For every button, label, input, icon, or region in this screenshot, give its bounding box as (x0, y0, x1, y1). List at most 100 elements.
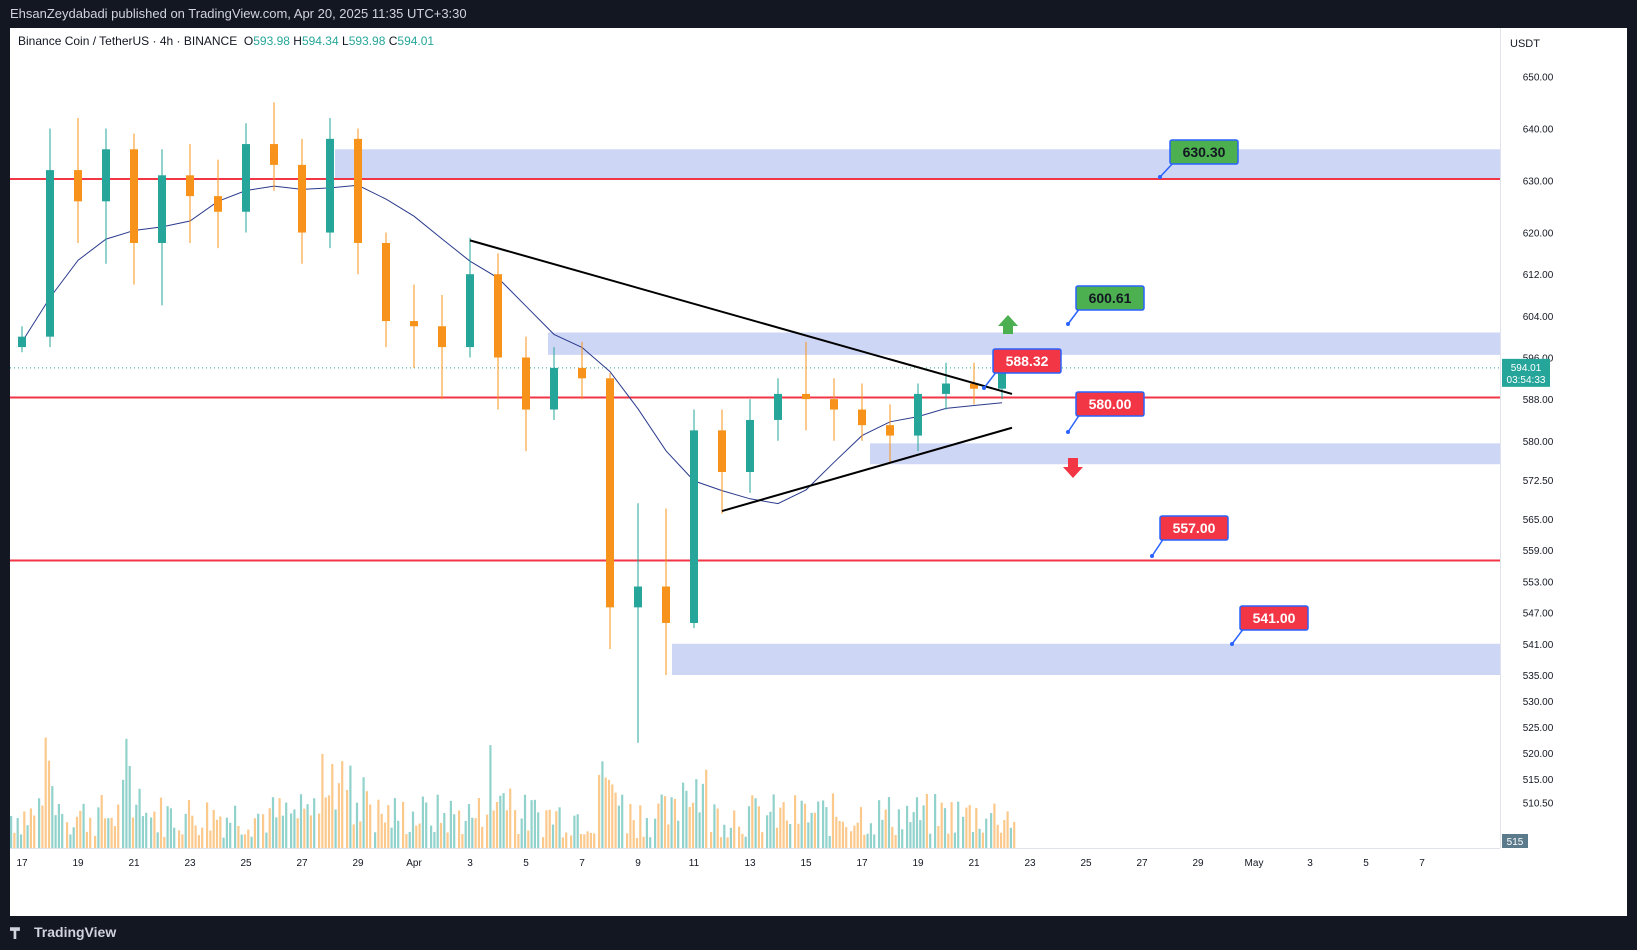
volume-bar (723, 824, 726, 848)
x-tick-label: 27 (1136, 858, 1148, 869)
volume-bar (303, 808, 306, 848)
volume-bar (187, 800, 191, 848)
volume-bar (831, 793, 835, 848)
volume-bar (866, 833, 869, 848)
volume-bar (201, 827, 204, 848)
volume-bar (710, 831, 713, 848)
volume-bar (405, 834, 408, 848)
volume-bar (940, 802, 943, 848)
candle-body (438, 326, 446, 348)
moving-average-line (21, 184, 1003, 505)
candle-body (690, 430, 698, 623)
publisher-bar: EhsanZeydabadi published on TradingView.… (0, 0, 1637, 28)
volume-bar (293, 809, 296, 848)
volume-bar (107, 818, 110, 848)
volume-bar (229, 822, 232, 848)
volume-bar (884, 809, 887, 848)
candle-body (858, 409, 866, 426)
legend-high-label: H (293, 34, 302, 48)
volume-bar (825, 807, 828, 848)
volume-bar (738, 826, 741, 848)
volume-bar (570, 835, 573, 848)
y-tick-label: 565.00 (1523, 515, 1554, 526)
volume-bar (122, 779, 125, 848)
volume-bar (589, 832, 592, 848)
volume-bar (1009, 827, 1012, 848)
volume-bar (380, 813, 383, 848)
volume-bar (891, 826, 894, 848)
volume-bar (639, 805, 642, 848)
volume-bar (573, 815, 576, 848)
x-tick-label: 21 (128, 858, 140, 869)
x-tick-label: 11 (689, 858, 700, 869)
x-tick-label: 7 (1419, 858, 1425, 869)
candle-body (634, 586, 642, 608)
volume-bar (355, 802, 359, 848)
volume-bar (716, 808, 719, 848)
volume-bar (542, 837, 545, 848)
volume-bar (16, 818, 19, 848)
y-tick-label: 588.00 (1523, 395, 1554, 406)
x-tick-label: 29 (1192, 858, 1204, 869)
volume-bar (453, 814, 456, 848)
volume-bar (178, 830, 181, 848)
volume-bar (698, 812, 701, 848)
candle-body (186, 175, 194, 197)
volume-bar (670, 797, 673, 848)
volume-bar (29, 808, 32, 848)
volume-bar (415, 825, 418, 848)
volume-bar (642, 836, 645, 848)
tradingview-logo[interactable]: TradingView (10, 924, 116, 940)
y-tick-label: 515.00 (1523, 775, 1554, 786)
volume-bar (586, 831, 589, 848)
volume-bar (408, 831, 411, 848)
candles-layer (18, 102, 1006, 743)
volume-bar (458, 810, 461, 848)
volume-bar (663, 796, 667, 848)
candle-body (382, 242, 390, 322)
volume-bar (387, 805, 390, 848)
legend-open-label: O (243, 34, 254, 48)
volume-bar (729, 827, 732, 848)
volume-bar (54, 815, 57, 848)
volume-bar (813, 812, 816, 848)
candle-body (578, 367, 586, 379)
volume-bar (125, 738, 128, 848)
x-tick-label: 3 (467, 858, 473, 869)
y-tick-label: 630.00 (1523, 177, 1554, 188)
volume-bar (657, 803, 660, 848)
volume-bar (950, 802, 953, 848)
y-tick-label: 559.00 (1523, 546, 1554, 557)
candle-body (522, 357, 530, 410)
y-tick-label: 580.00 (1523, 437, 1554, 448)
volume-bar (822, 800, 825, 848)
volume-bar (433, 832, 436, 848)
volume-bar (934, 794, 937, 848)
x-tick-label: 7 (579, 858, 585, 869)
time-axis-border (10, 848, 1500, 849)
x-tick-label: 25 (1080, 858, 1092, 869)
volume-bar (817, 801, 820, 848)
volume-bar (744, 836, 747, 848)
volume-bar (682, 782, 685, 848)
volume-bar (719, 837, 723, 848)
y-tick-label: 640.00 (1523, 124, 1554, 135)
volume-bar (10, 815, 13, 848)
price-label-box (992, 348, 1062, 374)
volume-bar (937, 826, 940, 848)
candle-body (914, 393, 922, 436)
volume-bar (929, 833, 932, 848)
volume-bar (411, 811, 415, 848)
volume-bar (275, 817, 278, 848)
candle-body (998, 367, 1006, 389)
volume-bar (558, 807, 561, 848)
volume-bar (985, 818, 988, 848)
volume-bar (477, 798, 480, 848)
legend-close-label: C (388, 34, 398, 48)
volume-bar (23, 811, 26, 848)
volume-bar (887, 797, 891, 848)
label-pointer (1067, 413, 1081, 433)
levels-layer (10, 177, 1500, 562)
volume-bar (649, 837, 652, 848)
